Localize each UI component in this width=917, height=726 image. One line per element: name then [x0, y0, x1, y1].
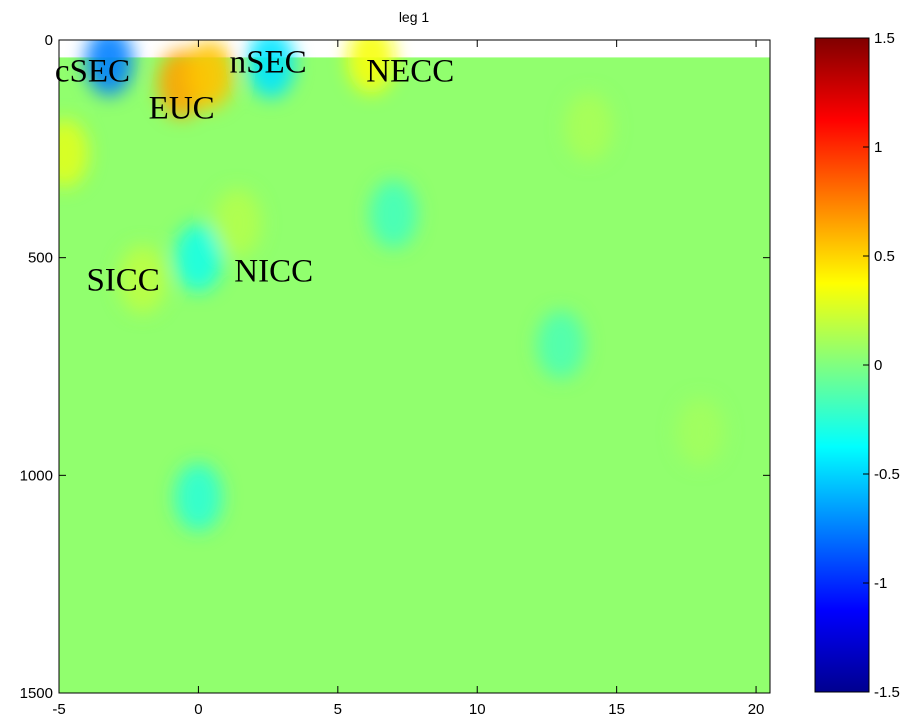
heatmap-feature — [174, 223, 223, 292]
heatmap-feature — [676, 397, 725, 466]
heatmap-feature — [347, 40, 396, 94]
colorbar-tick-label: -1 — [874, 575, 887, 592]
chart-title: leg 1 — [399, 9, 430, 25]
x-tick-label: 0 — [194, 701, 202, 718]
annotation-label: cSEC — [55, 53, 130, 89]
heatmap-feature — [185, 40, 234, 109]
heatmap-feature — [536, 310, 585, 379]
heatmap-feature — [564, 93, 613, 162]
y-tick-label: 1500 — [20, 685, 53, 702]
x-tick-label: 5 — [334, 701, 342, 718]
heatmap-feature — [174, 463, 223, 532]
colorbar-gradient — [814, 37, 870, 693]
x-tick-label: 15 — [608, 701, 625, 718]
y-axis: 0 500 1000 1500 — [20, 32, 770, 702]
heatmap-feature — [118, 245, 167, 314]
colorbar-tick-label: 0 — [874, 357, 882, 374]
annotation-labels: cSEC EUC nSEC NECC SICC NICC — [55, 45, 454, 299]
annotation-label: nSEC — [230, 45, 307, 81]
y-tick-label: 1000 — [20, 467, 53, 484]
heatmap-feature — [85, 40, 134, 96]
heatmap-field — [59, 57, 770, 693]
heatmap-feature — [213, 188, 262, 257]
x-tick-label: -5 — [52, 701, 65, 718]
heatmap-feature — [369, 180, 418, 249]
x-tick-label: 10 — [469, 701, 486, 718]
x-axis: -5 0 5 10 15 20 — [52, 40, 764, 718]
colorbar-tick-label: 1.5 — [874, 30, 895, 47]
heatmap-feature — [246, 40, 295, 98]
colorbar-tick-label: -1.5 — [874, 684, 900, 701]
plot-frame — [58, 39, 771, 694]
plot-area — [59, 40, 770, 693]
x-tick-label: 20 — [748, 701, 765, 718]
y-tick-label: 0 — [45, 32, 53, 49]
colorbar-tick-label: 0.5 — [874, 248, 895, 265]
heatmap-feature — [59, 119, 89, 188]
colorbar-ticks: 1.5 1 0.5 0 -0.5 -1 -1.5 — [863, 30, 900, 701]
annotation-label: SICC — [86, 262, 159, 298]
y-tick-label: 500 — [28, 250, 53, 267]
colorbar: 1.5 1 0.5 0 -0.5 -1 -1.5 — [814, 30, 900, 701]
annotation-label: NECC — [366, 53, 454, 89]
annotation-label: EUC — [149, 90, 215, 126]
colorbar-tick-label: -0.5 — [874, 466, 900, 483]
heatmap-features — [59, 40, 725, 532]
colorbar-tick-label: 1 — [874, 139, 882, 156]
annotation-label: NICC — [234, 254, 313, 290]
